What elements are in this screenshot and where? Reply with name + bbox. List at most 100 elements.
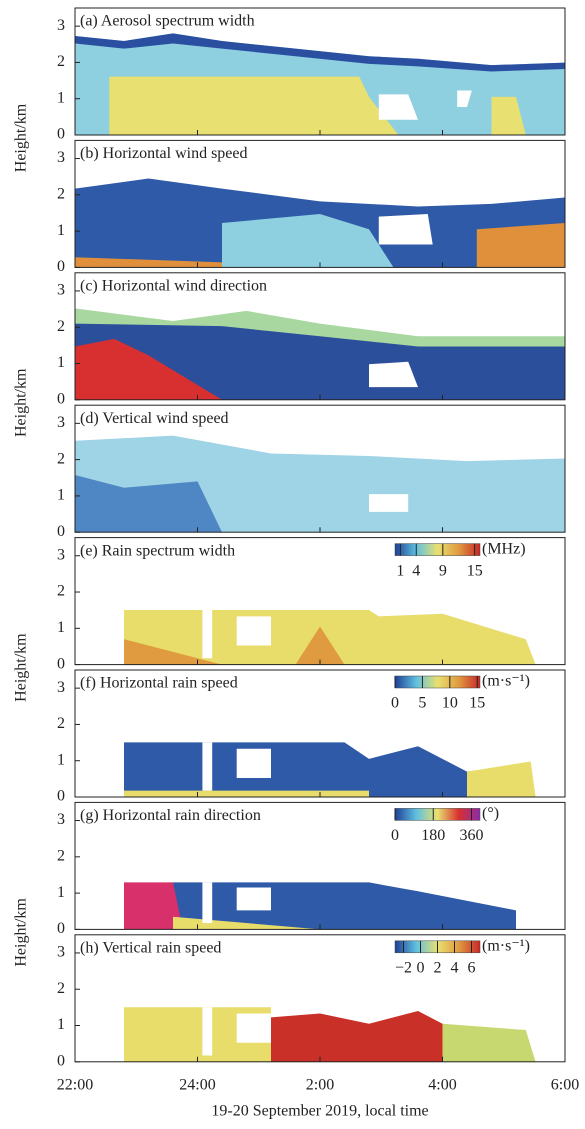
colorbar-tick-label: 0 [391, 827, 399, 844]
y-tick-label: 2 [57, 53, 65, 70]
y-tick-label: 0 [57, 390, 65, 407]
heatmap-region [222, 214, 394, 268]
heatmap-region [442, 1023, 536, 1062]
heatmap-region [271, 1011, 443, 1062]
heatmap-region [75, 475, 222, 533]
panel-title: (g) Horizontal rain direction [80, 807, 261, 824]
y-tick-label: 2 [57, 186, 65, 203]
y-tick-label: 0 [57, 655, 65, 672]
y-tick-label: 0 [57, 788, 65, 805]
y-tick-label: 2 [57, 715, 65, 732]
panel-title: (a) Aerosol spectrum width [80, 13, 255, 30]
y-tick-label: 3 [57, 679, 65, 696]
colorbar-unit: (MHz) [482, 540, 526, 557]
heatmap-region [378, 214, 433, 245]
y-tick-label: 0 [57, 523, 65, 540]
colorbar [394, 543, 481, 556]
panel-title: (h) Vertical rain speed [80, 939, 221, 956]
colorbar-tick-label: 2 [434, 959, 442, 976]
colorbar-tick-label: 0 [391, 695, 399, 712]
heatmap-region [369, 494, 409, 512]
heatmap-region [202, 742, 213, 791]
colorbar-tick-label: 1 [396, 562, 404, 579]
heatmap-region [75, 257, 222, 268]
y-tick-label: 3 [57, 414, 65, 431]
heatmap-region [173, 916, 320, 930]
colorbar-tick-label: 4 [412, 562, 420, 579]
colorbar-tick-label: 9 [439, 562, 447, 579]
y-tick-label: 3 [57, 282, 65, 299]
heatmap-region [124, 882, 183, 930]
colorbar-tick-label: 10 [442, 695, 458, 712]
colorbar-tick-label: 15 [469, 695, 485, 712]
y-tick-label: 1 [57, 222, 65, 239]
colorbar [394, 675, 481, 689]
heatmap-region [202, 1007, 213, 1056]
colorbar-tick-label: 15 [467, 562, 483, 579]
heatmap-region [236, 748, 271, 778]
colorbar-tick-label: 180 [421, 827, 445, 844]
x-tick-label: 6:00 [551, 1076, 579, 1093]
y-tick-label: 1 [57, 751, 65, 768]
panel-title: (f) Horizontal rain speed [80, 675, 238, 692]
heatmap-region [124, 790, 369, 797]
y-tick-label: 1 [57, 884, 65, 901]
y-tick-label: 0 [57, 1052, 65, 1069]
colorbar-unit: (°) [482, 805, 499, 822]
x-tick-label: 24:00 [179, 1076, 215, 1093]
colorbar [394, 808, 481, 821]
colorbar-tick-label: 5 [418, 695, 426, 712]
heatmap-region [75, 33, 565, 72]
y-tick-label: 3 [57, 17, 65, 34]
heatmap-region [236, 616, 271, 646]
y-tick-label: 3 [57, 546, 65, 563]
heatmap-region [124, 742, 536, 797]
y-tick-label: 1 [57, 1016, 65, 1033]
colorbar-tick-label: −2 [395, 959, 412, 976]
y-tick-label: 3 [57, 149, 65, 166]
heatmap-region [378, 94, 418, 120]
x-tick-label: 22:00 [57, 1076, 93, 1093]
x-tick-label: 4:00 [428, 1076, 456, 1093]
panel-title: (c) Horizontal wind direction [80, 277, 267, 294]
x-axis-label: 19-20 September 2019, local time [211, 1103, 428, 1120]
heatmap-region [124, 639, 222, 665]
y-axis-label: Height/km [13, 898, 30, 967]
colorbar-unit: (m·s⁻¹) [482, 673, 530, 690]
heatmap-region [202, 882, 213, 924]
y-axis-label: Height/km [13, 633, 30, 702]
panel-title: (b) Horizontal wind speed [80, 145, 248, 162]
y-tick-label: 3 [57, 944, 65, 961]
heatmap-region [491, 96, 526, 135]
heatmap-region [369, 361, 418, 388]
y-axis-label: Height/km [13, 103, 30, 172]
y-tick-label: 2 [57, 848, 65, 865]
heatmap-region [124, 609, 536, 665]
heatmap-region [295, 626, 345, 665]
colorbar-tick-label: 4 [451, 959, 459, 976]
heatmap-region [124, 1007, 271, 1062]
panel-title: (e) Rain spectrum width [80, 542, 235, 559]
heatmap-region [457, 90, 472, 108]
heatmap-region [476, 222, 565, 268]
y-tick-label: 1 [57, 619, 65, 636]
y-axis-label: Height/km [13, 368, 30, 437]
colorbar-tick-label: 360 [460, 827, 484, 844]
y-tick-label: 2 [57, 450, 65, 467]
y-tick-label: 1 [57, 89, 65, 106]
y-tick-label: 2 [57, 318, 65, 335]
heatmap-region [236, 1013, 271, 1043]
y-tick-label: 2 [57, 980, 65, 997]
y-tick-label: 0 [57, 126, 65, 143]
heatmap-region [75, 338, 222, 400]
x-tick-label: 2:00 [306, 1076, 334, 1093]
y-tick-label: 0 [57, 920, 65, 937]
y-tick-label: 0 [57, 258, 65, 275]
y-tick-label: 2 [57, 583, 65, 600]
colorbar-tick-label: 6 [468, 959, 476, 976]
heatmap-region [236, 887, 271, 911]
heatmap-region [75, 323, 565, 400]
y-tick-label: 1 [57, 354, 65, 371]
heatmap-region [109, 76, 399, 135]
